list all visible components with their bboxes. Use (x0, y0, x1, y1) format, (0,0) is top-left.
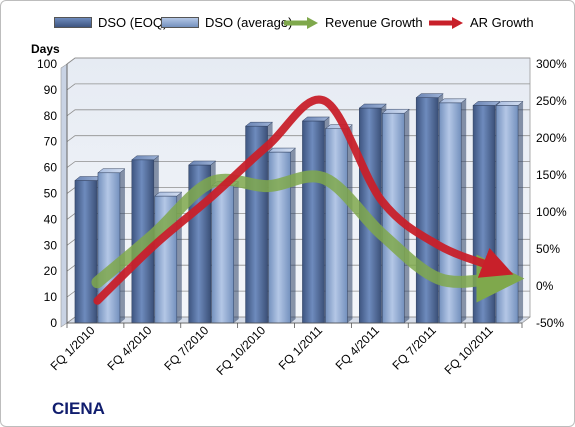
y2-tick-label: 200% (536, 131, 567, 145)
y-axis-title: Days (31, 42, 60, 56)
y2-tick-label: 150% (536, 168, 567, 182)
legend-arrow-green-icon (284, 16, 318, 29)
y-tick-label: 50 (44, 187, 58, 201)
legend-label-revenue-growth: Revenue Growth (325, 15, 423, 30)
bar-dso-average-side (461, 98, 467, 323)
y2-tick-label: 0% (536, 279, 554, 293)
legend-item-revenue-growth: Revenue Growth (283, 15, 423, 30)
y-tick-label: 70 (44, 135, 58, 149)
legend-label-ar-growth: AR Growth (470, 15, 534, 30)
x-tick-label: FQ 4/2011 (333, 323, 383, 373)
line-revenue-growth (91, 170, 525, 303)
y-tick-label: 60 (44, 161, 58, 175)
bar-dso-eoq (415, 97, 439, 324)
y-tick-label: 40 (44, 212, 58, 226)
legend-swatch-dso-average (161, 17, 199, 28)
y2-tick-label: -50% (536, 316, 564, 330)
bar-dso-average (495, 105, 519, 324)
y-tick-label: 10 (44, 290, 58, 304)
company-label: CIENA (52, 399, 105, 418)
y2-tick-label: 300% (536, 57, 567, 71)
y-tick-label: 0 (50, 316, 57, 330)
x-tick-label: FQ 1/2010 (48, 323, 98, 373)
y2-tick-label: 50% (536, 242, 560, 256)
bar-dso-eoq (472, 105, 496, 324)
bar-dso-average (211, 185, 234, 324)
bar-dso-eoq (302, 120, 325, 324)
bar-dso-average-side (347, 124, 353, 323)
bar-dso-average-side (290, 148, 296, 323)
y-tick-label: 80 (44, 109, 58, 123)
gridline (66, 57, 530, 65)
legend-item-dso-average: DSO (average) (161, 15, 292, 30)
x-tick-label: FQ 4/2010 (104, 323, 154, 373)
y-tick-label: 30 (44, 238, 58, 252)
gridline (66, 83, 530, 91)
bar-dso-average (438, 102, 462, 324)
bar-dso-average-side (119, 168, 125, 323)
plot-side-wall (60, 63, 68, 328)
bar-dso-average-side (233, 181, 239, 323)
y-tick-label: 100 (37, 57, 57, 71)
x-tick-label: FQ 10/2010 (213, 323, 268, 378)
legend-label-dso-average: DSO (average) (205, 15, 293, 30)
x-tick-label: FQ 7/2011 (389, 323, 439, 373)
y2-tick-label: 100% (536, 205, 567, 219)
x-tick-label: FQ 7/2010 (161, 323, 211, 373)
legend-arrow-red-icon (429, 16, 463, 29)
y-tick-label: 90 (44, 83, 58, 97)
line-ar-growth (93, 95, 514, 305)
bar-dso-average-side (518, 101, 524, 323)
x-tick-label: FQ 10/2011 (442, 323, 496, 377)
legend-item-dso-eoq: DSO (EOQ) (54, 15, 167, 30)
y-tick-label: 20 (44, 264, 58, 278)
legend-swatch-dso-eoq (54, 17, 92, 28)
bar-dso-average-side (404, 109, 410, 324)
y2-tick-label: 250% (536, 94, 567, 108)
legend-label-dso-eoq: DSO (EOQ) (98, 15, 168, 30)
x-tick-label: FQ 1/2011 (276, 323, 326, 373)
legend-item-ar-growth: AR Growth (428, 15, 534, 30)
chart-legend: DSO (EOQ) DSO (average) Revenue Growth A… (1, 15, 574, 35)
bar-dso-average (325, 128, 348, 324)
